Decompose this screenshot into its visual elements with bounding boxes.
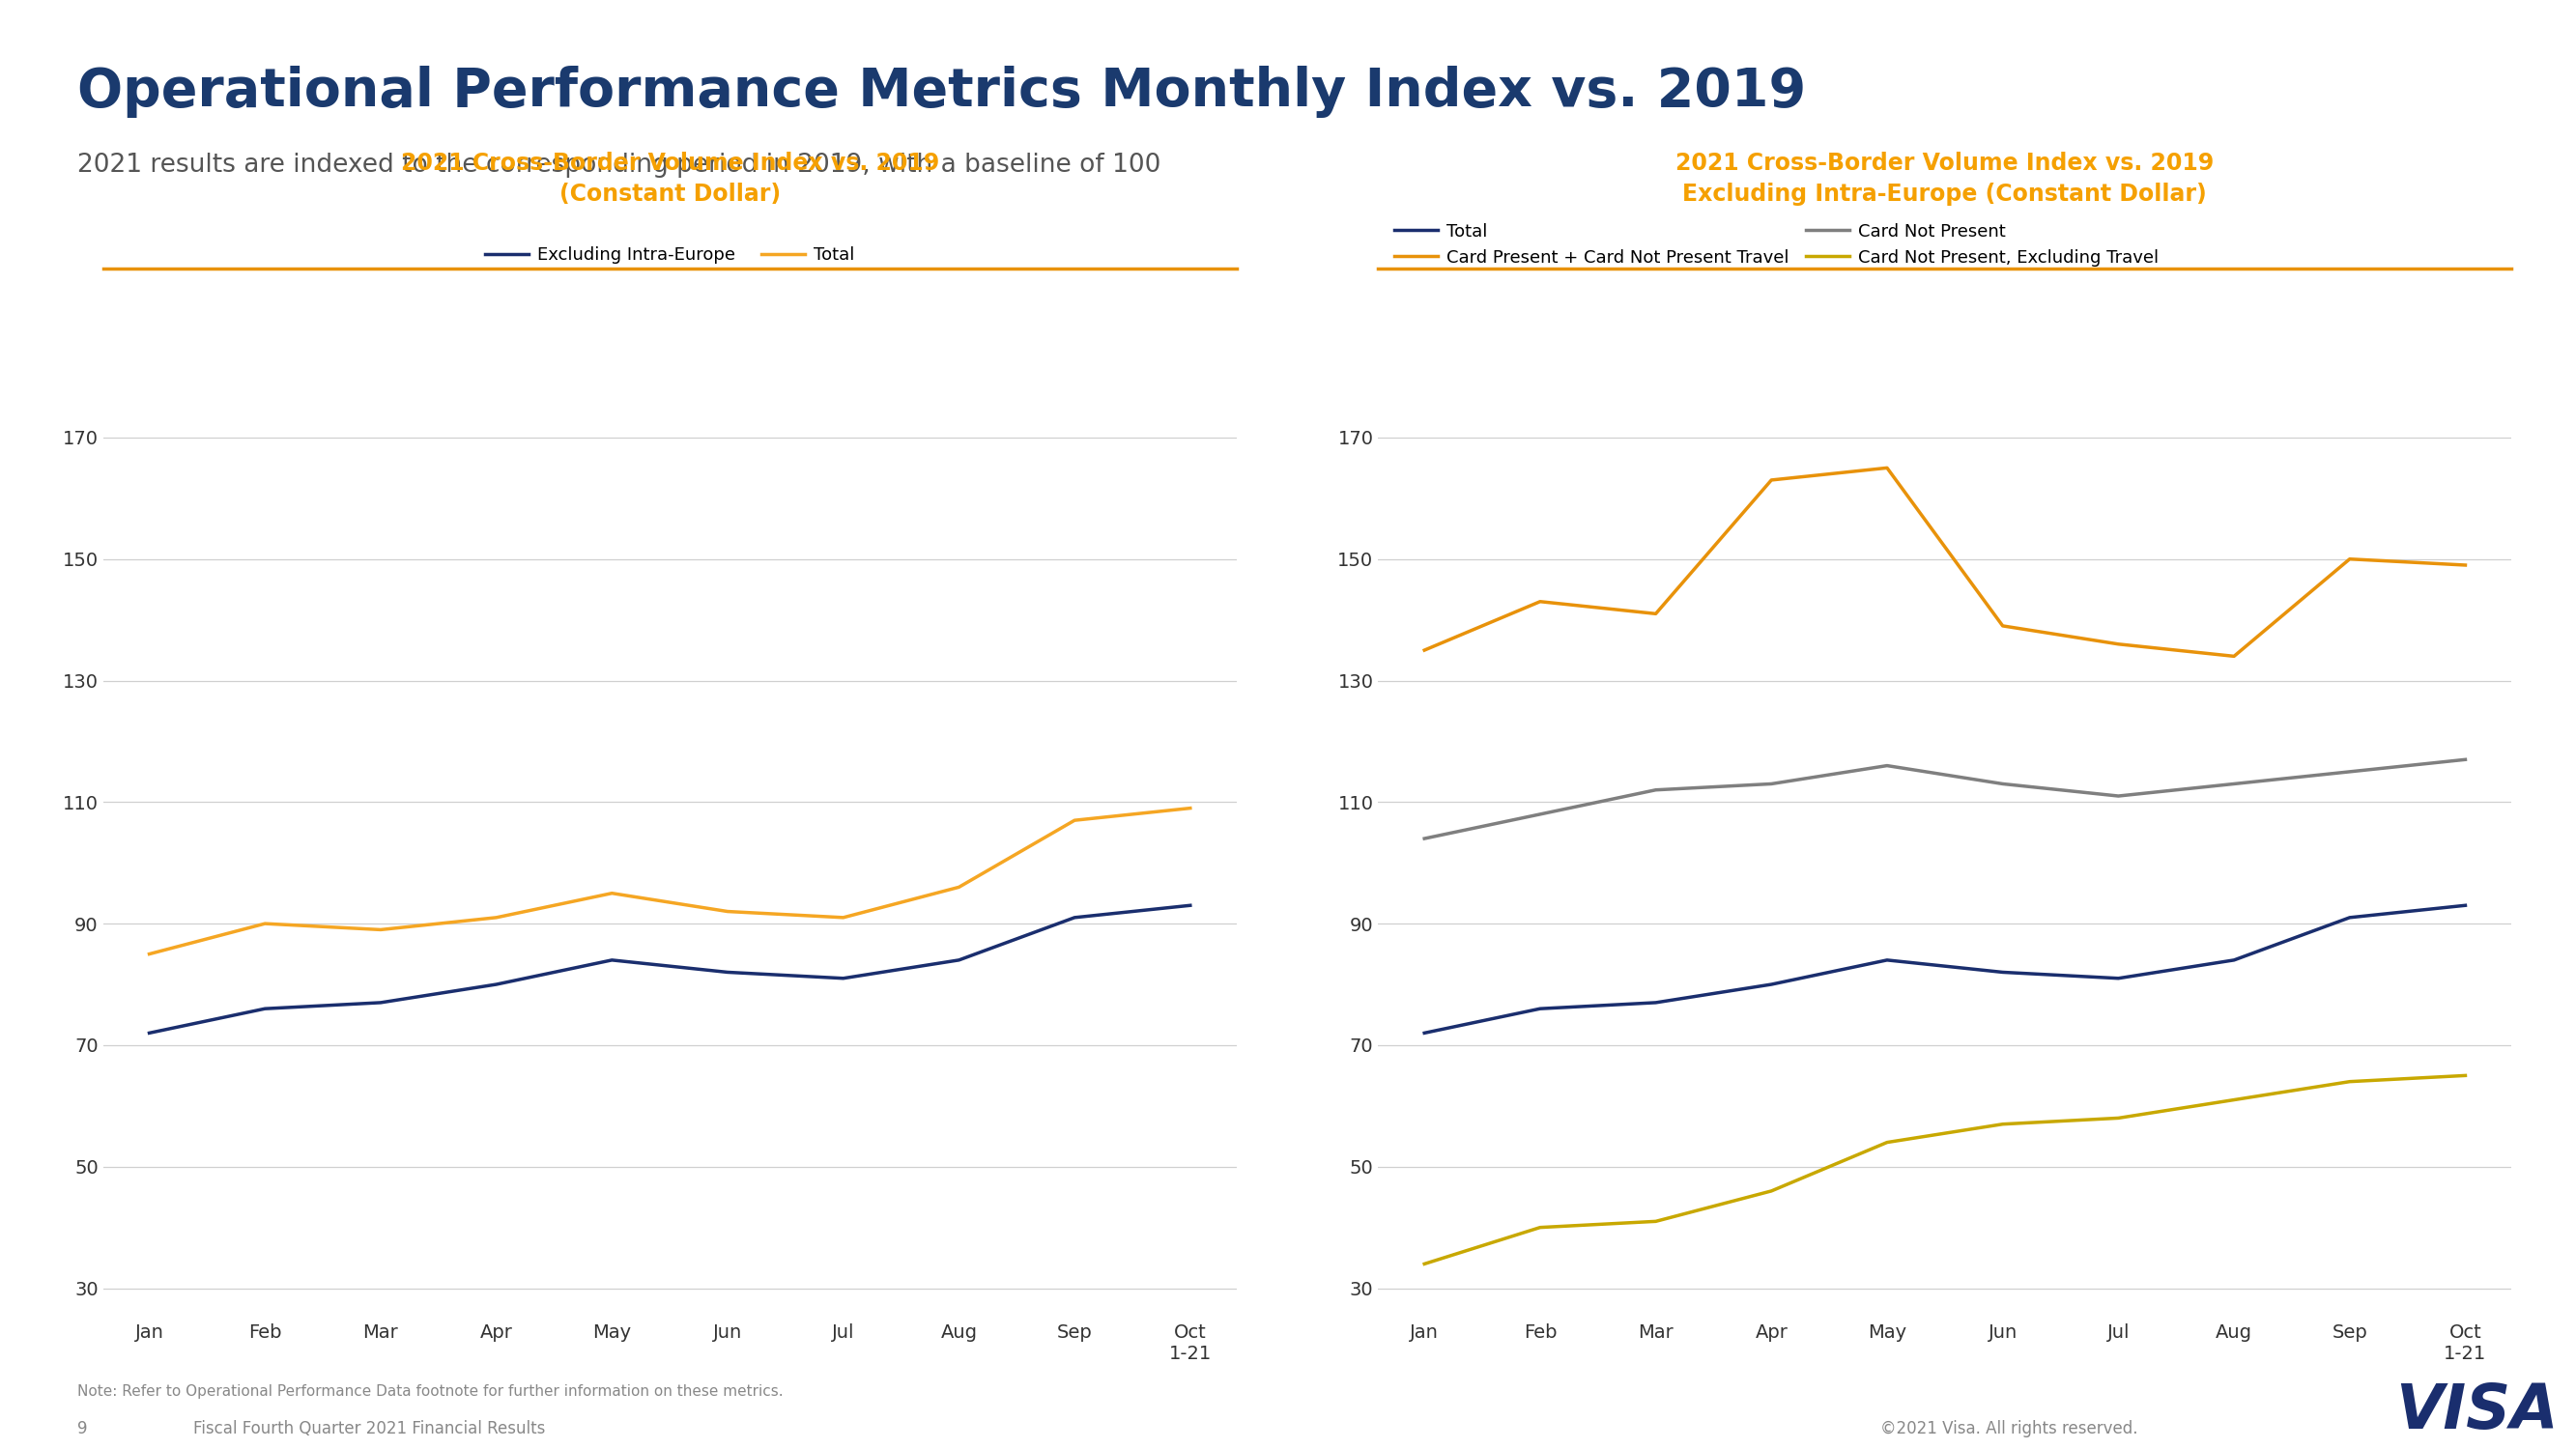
Text: 2021 Cross-Border Volume Index vs. 2019
Excluding Intra-Europe (Constant Dollar): 2021 Cross-Border Volume Index vs. 2019 …: [1674, 152, 2215, 206]
Legend: Excluding Intra-Europe, Total: Excluding Intra-Europe, Total: [477, 239, 863, 271]
Text: Note: Refer to Operational Performance Data footnote for further information on : Note: Refer to Operational Performance D…: [77, 1384, 783, 1398]
Text: ©2021 Visa. All rights reserved.: ©2021 Visa. All rights reserved.: [1880, 1420, 2138, 1437]
Text: Operational Performance Metrics Monthly Index vs. 2019: Operational Performance Metrics Monthly …: [77, 65, 1806, 117]
Text: 2021 Cross-Border Volume Index vs. 2019
(Constant Dollar): 2021 Cross-Border Volume Index vs. 2019 …: [399, 152, 940, 206]
Legend: Total, Card Present + Card Not Present Travel, Card Not Present, Card Not Presen: Total, Card Present + Card Not Present T…: [1386, 216, 2166, 274]
Text: Fiscal Fourth Quarter 2021 Financial Results: Fiscal Fourth Quarter 2021 Financial Res…: [193, 1420, 546, 1437]
Text: 9: 9: [77, 1420, 88, 1437]
Text: 2021 results are indexed to the corresponding period in 2019, with a baseline of: 2021 results are indexed to the correspo…: [77, 152, 1162, 177]
Text: VISA: VISA: [2396, 1382, 2558, 1442]
